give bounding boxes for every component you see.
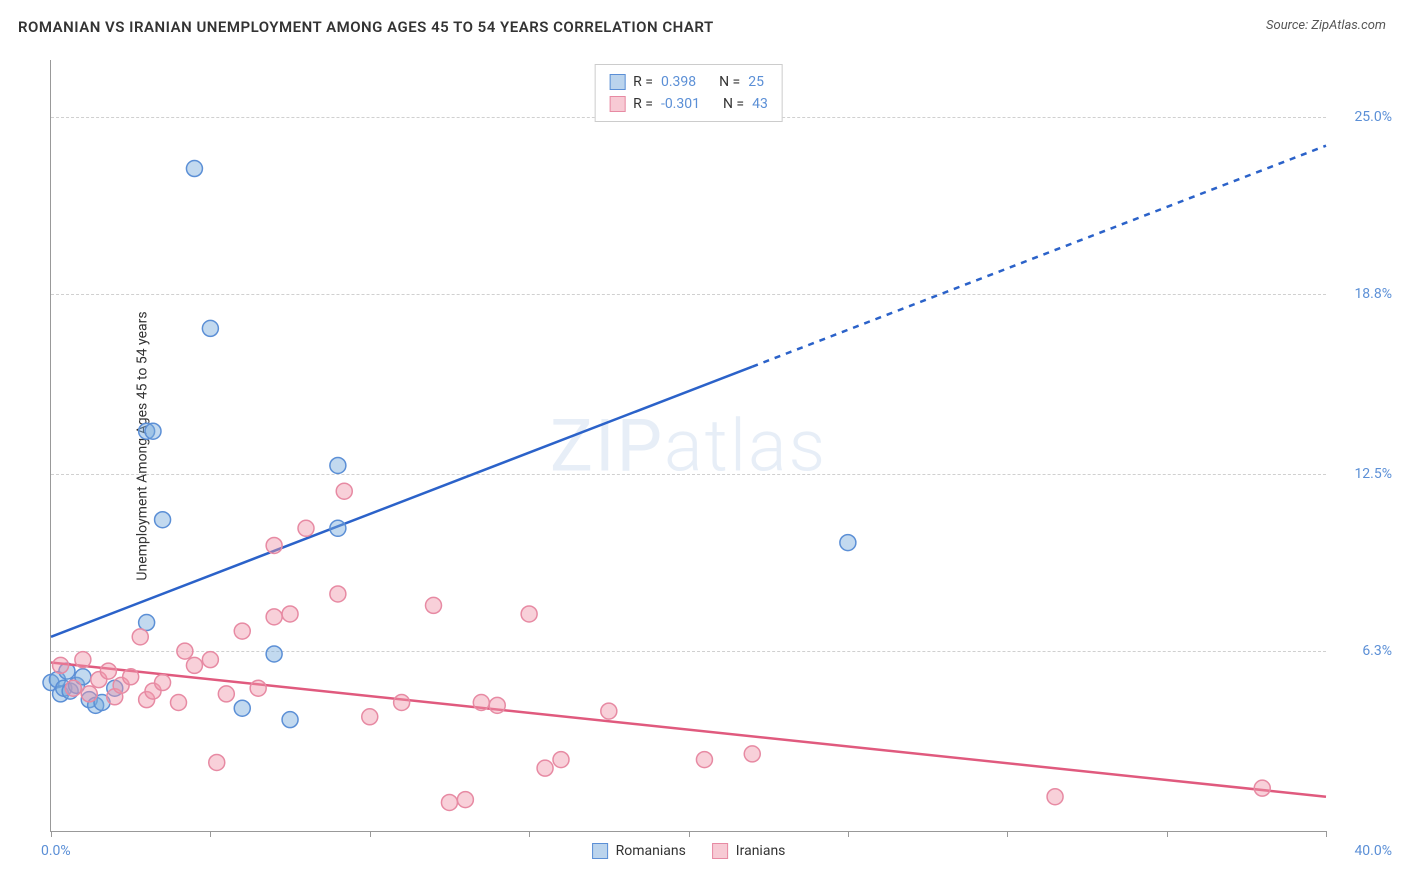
chart-title: ROMANIAN VS IRANIAN UNEMPLOYMENT AMONG A… bbox=[18, 18, 714, 36]
x-tick bbox=[1167, 831, 1168, 837]
data-point bbox=[426, 597, 442, 613]
swatch-pink bbox=[712, 843, 728, 859]
data-point bbox=[250, 680, 266, 696]
legend-item-iranians: Iranians bbox=[712, 843, 786, 859]
regression-line-dashed bbox=[752, 146, 1326, 367]
regression-line bbox=[51, 663, 1326, 797]
data-point bbox=[744, 746, 760, 762]
n-value: 25 bbox=[748, 71, 764, 93]
y-tick-label: 12.5% bbox=[1332, 466, 1392, 482]
data-point bbox=[186, 161, 202, 177]
x-tick bbox=[51, 831, 52, 837]
data-point bbox=[155, 675, 171, 691]
swatch-blue bbox=[592, 843, 608, 859]
data-point bbox=[394, 695, 410, 711]
data-point bbox=[457, 792, 473, 808]
data-point bbox=[145, 423, 161, 439]
data-point bbox=[553, 752, 569, 768]
data-point bbox=[123, 669, 139, 685]
legend-item-romanians: Romanians bbox=[592, 843, 686, 859]
x-axis-min-label: 0.0% bbox=[41, 843, 71, 859]
x-axis-max-label: 40.0% bbox=[1332, 843, 1392, 859]
data-point bbox=[209, 754, 225, 770]
n-label: N = bbox=[719, 71, 740, 93]
legend-label: Iranians bbox=[736, 843, 786, 859]
x-tick bbox=[529, 831, 530, 837]
data-point bbox=[266, 646, 282, 662]
data-point bbox=[100, 663, 116, 679]
scatter-svg bbox=[51, 60, 1326, 831]
n-value: 43 bbox=[752, 93, 768, 115]
n-label: N = bbox=[723, 93, 744, 115]
x-tick bbox=[689, 831, 690, 837]
data-point bbox=[81, 686, 97, 702]
regression-line bbox=[51, 367, 752, 637]
data-point bbox=[234, 623, 250, 639]
data-point bbox=[75, 652, 91, 668]
x-tick bbox=[370, 831, 371, 837]
data-point bbox=[266, 609, 282, 625]
data-point bbox=[298, 520, 314, 536]
data-point bbox=[202, 320, 218, 336]
series-legend: Romanians Iranians bbox=[592, 843, 786, 859]
data-point bbox=[177, 643, 193, 659]
y-tick-label: 18.8% bbox=[1332, 286, 1392, 302]
x-tick bbox=[210, 831, 211, 837]
data-point bbox=[53, 657, 69, 673]
data-point bbox=[840, 535, 856, 551]
data-point bbox=[1254, 780, 1270, 796]
plot-area: ZIPatlas 6.3%12.5%18.8%25.0% R = 0.398 N… bbox=[50, 60, 1326, 832]
data-point bbox=[266, 537, 282, 553]
source-attribution: Source: ZipAtlas.com bbox=[1266, 18, 1386, 33]
r-label: R = bbox=[633, 93, 653, 115]
data-point bbox=[473, 695, 489, 711]
legend-row-romanians: R = 0.398 N = 25 bbox=[609, 71, 768, 93]
legend-label: Romanians bbox=[616, 843, 686, 859]
data-point bbox=[537, 760, 553, 776]
data-point bbox=[132, 629, 148, 645]
x-tick bbox=[1007, 831, 1008, 837]
correlation-legend: R = 0.398 N = 25 R = -0.301 N = 43 bbox=[594, 64, 783, 122]
r-value: 0.398 bbox=[661, 71, 696, 93]
data-point bbox=[489, 697, 505, 713]
data-point bbox=[218, 686, 234, 702]
data-point bbox=[282, 712, 298, 728]
data-point bbox=[330, 520, 346, 536]
y-tick-label: 6.3% bbox=[1332, 643, 1392, 659]
legend-row-iranians: R = -0.301 N = 43 bbox=[609, 93, 768, 115]
data-point bbox=[234, 700, 250, 716]
data-point bbox=[521, 606, 537, 622]
data-point bbox=[362, 709, 378, 725]
swatch-blue bbox=[609, 74, 625, 90]
data-point bbox=[1047, 789, 1063, 805]
data-point bbox=[202, 652, 218, 668]
swatch-pink bbox=[609, 96, 625, 112]
data-point bbox=[330, 457, 346, 473]
data-point bbox=[330, 586, 346, 602]
data-point bbox=[155, 512, 171, 528]
data-point bbox=[696, 752, 712, 768]
data-point bbox=[601, 703, 617, 719]
data-point bbox=[171, 695, 187, 711]
x-tick bbox=[1326, 831, 1327, 837]
data-point bbox=[336, 483, 352, 499]
r-label: R = bbox=[633, 71, 653, 93]
r-value: -0.301 bbox=[661, 93, 700, 115]
data-point bbox=[65, 680, 81, 696]
data-point bbox=[282, 606, 298, 622]
data-point bbox=[441, 794, 457, 810]
data-point bbox=[186, 657, 202, 673]
y-tick-label: 25.0% bbox=[1332, 109, 1392, 125]
x-tick bbox=[848, 831, 849, 837]
